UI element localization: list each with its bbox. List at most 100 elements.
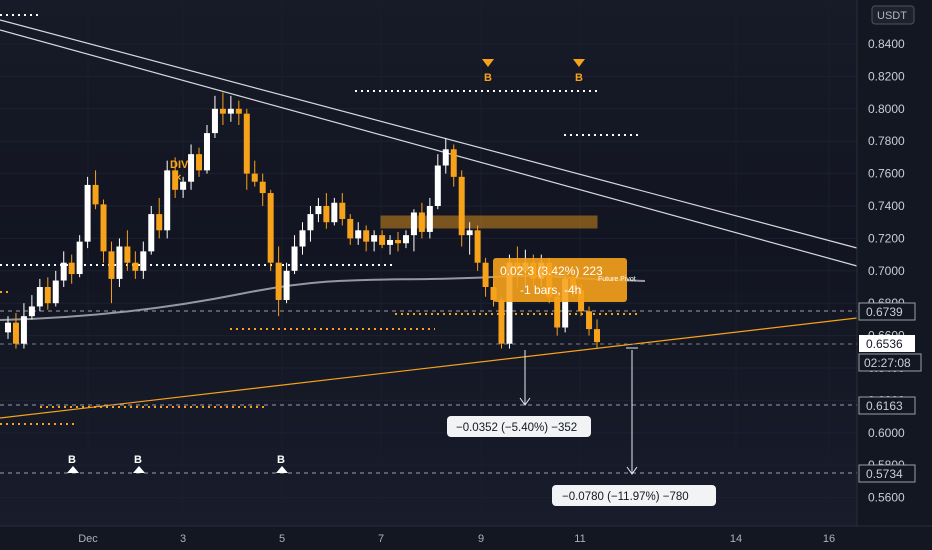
candle-body [434, 165, 441, 206]
candle-body [371, 235, 378, 242]
candle-body [60, 262, 67, 281]
candle-body [92, 184, 99, 205]
bearish-candle [363, 225, 370, 252]
candle-body [402, 235, 409, 244]
x-tick-label: 16 [823, 533, 835, 545]
price-badge-high [858, 302, 916, 321]
candle-body [594, 329, 600, 343]
currency-badge[interactable] [871, 5, 915, 25]
future-pivot-label: Future Pivot [598, 276, 636, 283]
bearish-candle [379, 230, 386, 249]
bullish-candle [283, 262, 290, 304]
buy-marker-icon [276, 466, 288, 473]
y-tick-label: 0.7800 [868, 134, 905, 148]
bullish-candle [434, 154, 441, 210]
time-axis-bg [0, 526, 932, 550]
bearish-candle [339, 193, 346, 226]
grid [0, 43, 857, 499]
measure-label-2 [552, 485, 716, 506]
candle-body [331, 202, 338, 223]
bullish-candle [28, 295, 35, 320]
resistance-trendline [0, 29, 858, 267]
candle-body [291, 246, 298, 271]
candle-body [12, 322, 19, 344]
candle-body [140, 251, 147, 271]
bullish-candle [331, 197, 338, 226]
bearish-candle [323, 193, 330, 229]
bullish-candle [466, 222, 473, 255]
candle-body [426, 206, 433, 232]
candle-body [442, 149, 449, 166]
measure-label-1 [447, 416, 591, 437]
currency-badge-text: USDT [877, 10, 907, 22]
y-tick-label: 0.8200 [868, 69, 905, 83]
countdown-badge [858, 353, 922, 372]
price-axis: 0.8400 0.8200 0.8000 0.7800 0.7600 0.7400 0.72… [856, 0, 932, 526]
bullish-candle [442, 137, 449, 174]
buy-signal-label: B [575, 72, 583, 84]
bearish-candle [267, 189, 274, 271]
candle-body [562, 278, 569, 328]
candle-body [172, 170, 179, 190]
y-tick-label: 0.7000 [868, 264, 905, 278]
candle-body [410, 212, 417, 236]
candle-body [458, 176, 465, 236]
bearish-candle [219, 92, 226, 125]
bearish-candle [395, 231, 402, 252]
price-badge-low-text: 0.5734 [866, 467, 903, 481]
bullish-candle [307, 206, 314, 242]
candle-body [586, 311, 593, 330]
bearish-candle [474, 225, 481, 271]
candle-body [164, 170, 171, 231]
arrow-down-icon [519, 397, 531, 406]
bullish-candle [355, 222, 362, 245]
candle-body [379, 235, 386, 245]
candle-body [52, 280, 59, 304]
bearish-candle [100, 199, 107, 263]
bullish-candle [371, 230, 378, 252]
x-tick-label: 7 [378, 533, 384, 545]
bullish-candle [188, 144, 195, 190]
bullish-candle [60, 251, 67, 287]
bearish-candle [458, 170, 465, 247]
candle-body [227, 108, 234, 114]
bullish-candle [52, 270, 59, 307]
buy-signal-label: B [134, 454, 142, 466]
x-ticks: Dec 3 5 7 9 11 14 16 [78, 533, 835, 545]
bullish-candle [227, 95, 234, 122]
candle-body [235, 108, 242, 114]
candle-body [339, 202, 346, 219]
sell-marker-icon [573, 59, 585, 67]
candle-body [180, 181, 187, 190]
candle-body [275, 262, 282, 300]
bullish-candle [84, 176, 91, 249]
candle-body [196, 154, 203, 171]
candle-body [84, 184, 91, 242]
buy-signal-label: B [277, 454, 285, 466]
overlay-layer: 0.02·3 (3.42%) 223 -1 bars, -4h Future P… [447, 258, 716, 506]
tooltip-line-2: -1 bars, -4h [520, 283, 581, 297]
candle-body [355, 230, 362, 239]
bearish-candle [450, 144, 457, 187]
candle-body [100, 204, 107, 252]
bullish-candle [387, 235, 394, 255]
bearish-candle [156, 197, 163, 239]
buy-signal-label: B [484, 72, 492, 84]
bullish-candle [426, 197, 433, 239]
buy-signal-label: B [68, 454, 76, 466]
x-tick-label: 3 [180, 533, 186, 545]
price-badge-mid [858, 396, 916, 415]
bearish-candle [172, 157, 179, 198]
x-tick-label: Dec [78, 533, 98, 545]
bullish-candle [203, 125, 210, 174]
candle-body [148, 214, 155, 252]
bullish-candle [410, 209, 417, 252]
candle-body [219, 108, 226, 114]
bearish-candle [132, 251, 139, 279]
bearish-candle [108, 241, 115, 304]
candle-body [124, 246, 131, 263]
buy-marker-icon [67, 466, 79, 473]
bullish-candle [76, 235, 83, 278]
bearish-candle [12, 312, 19, 349]
